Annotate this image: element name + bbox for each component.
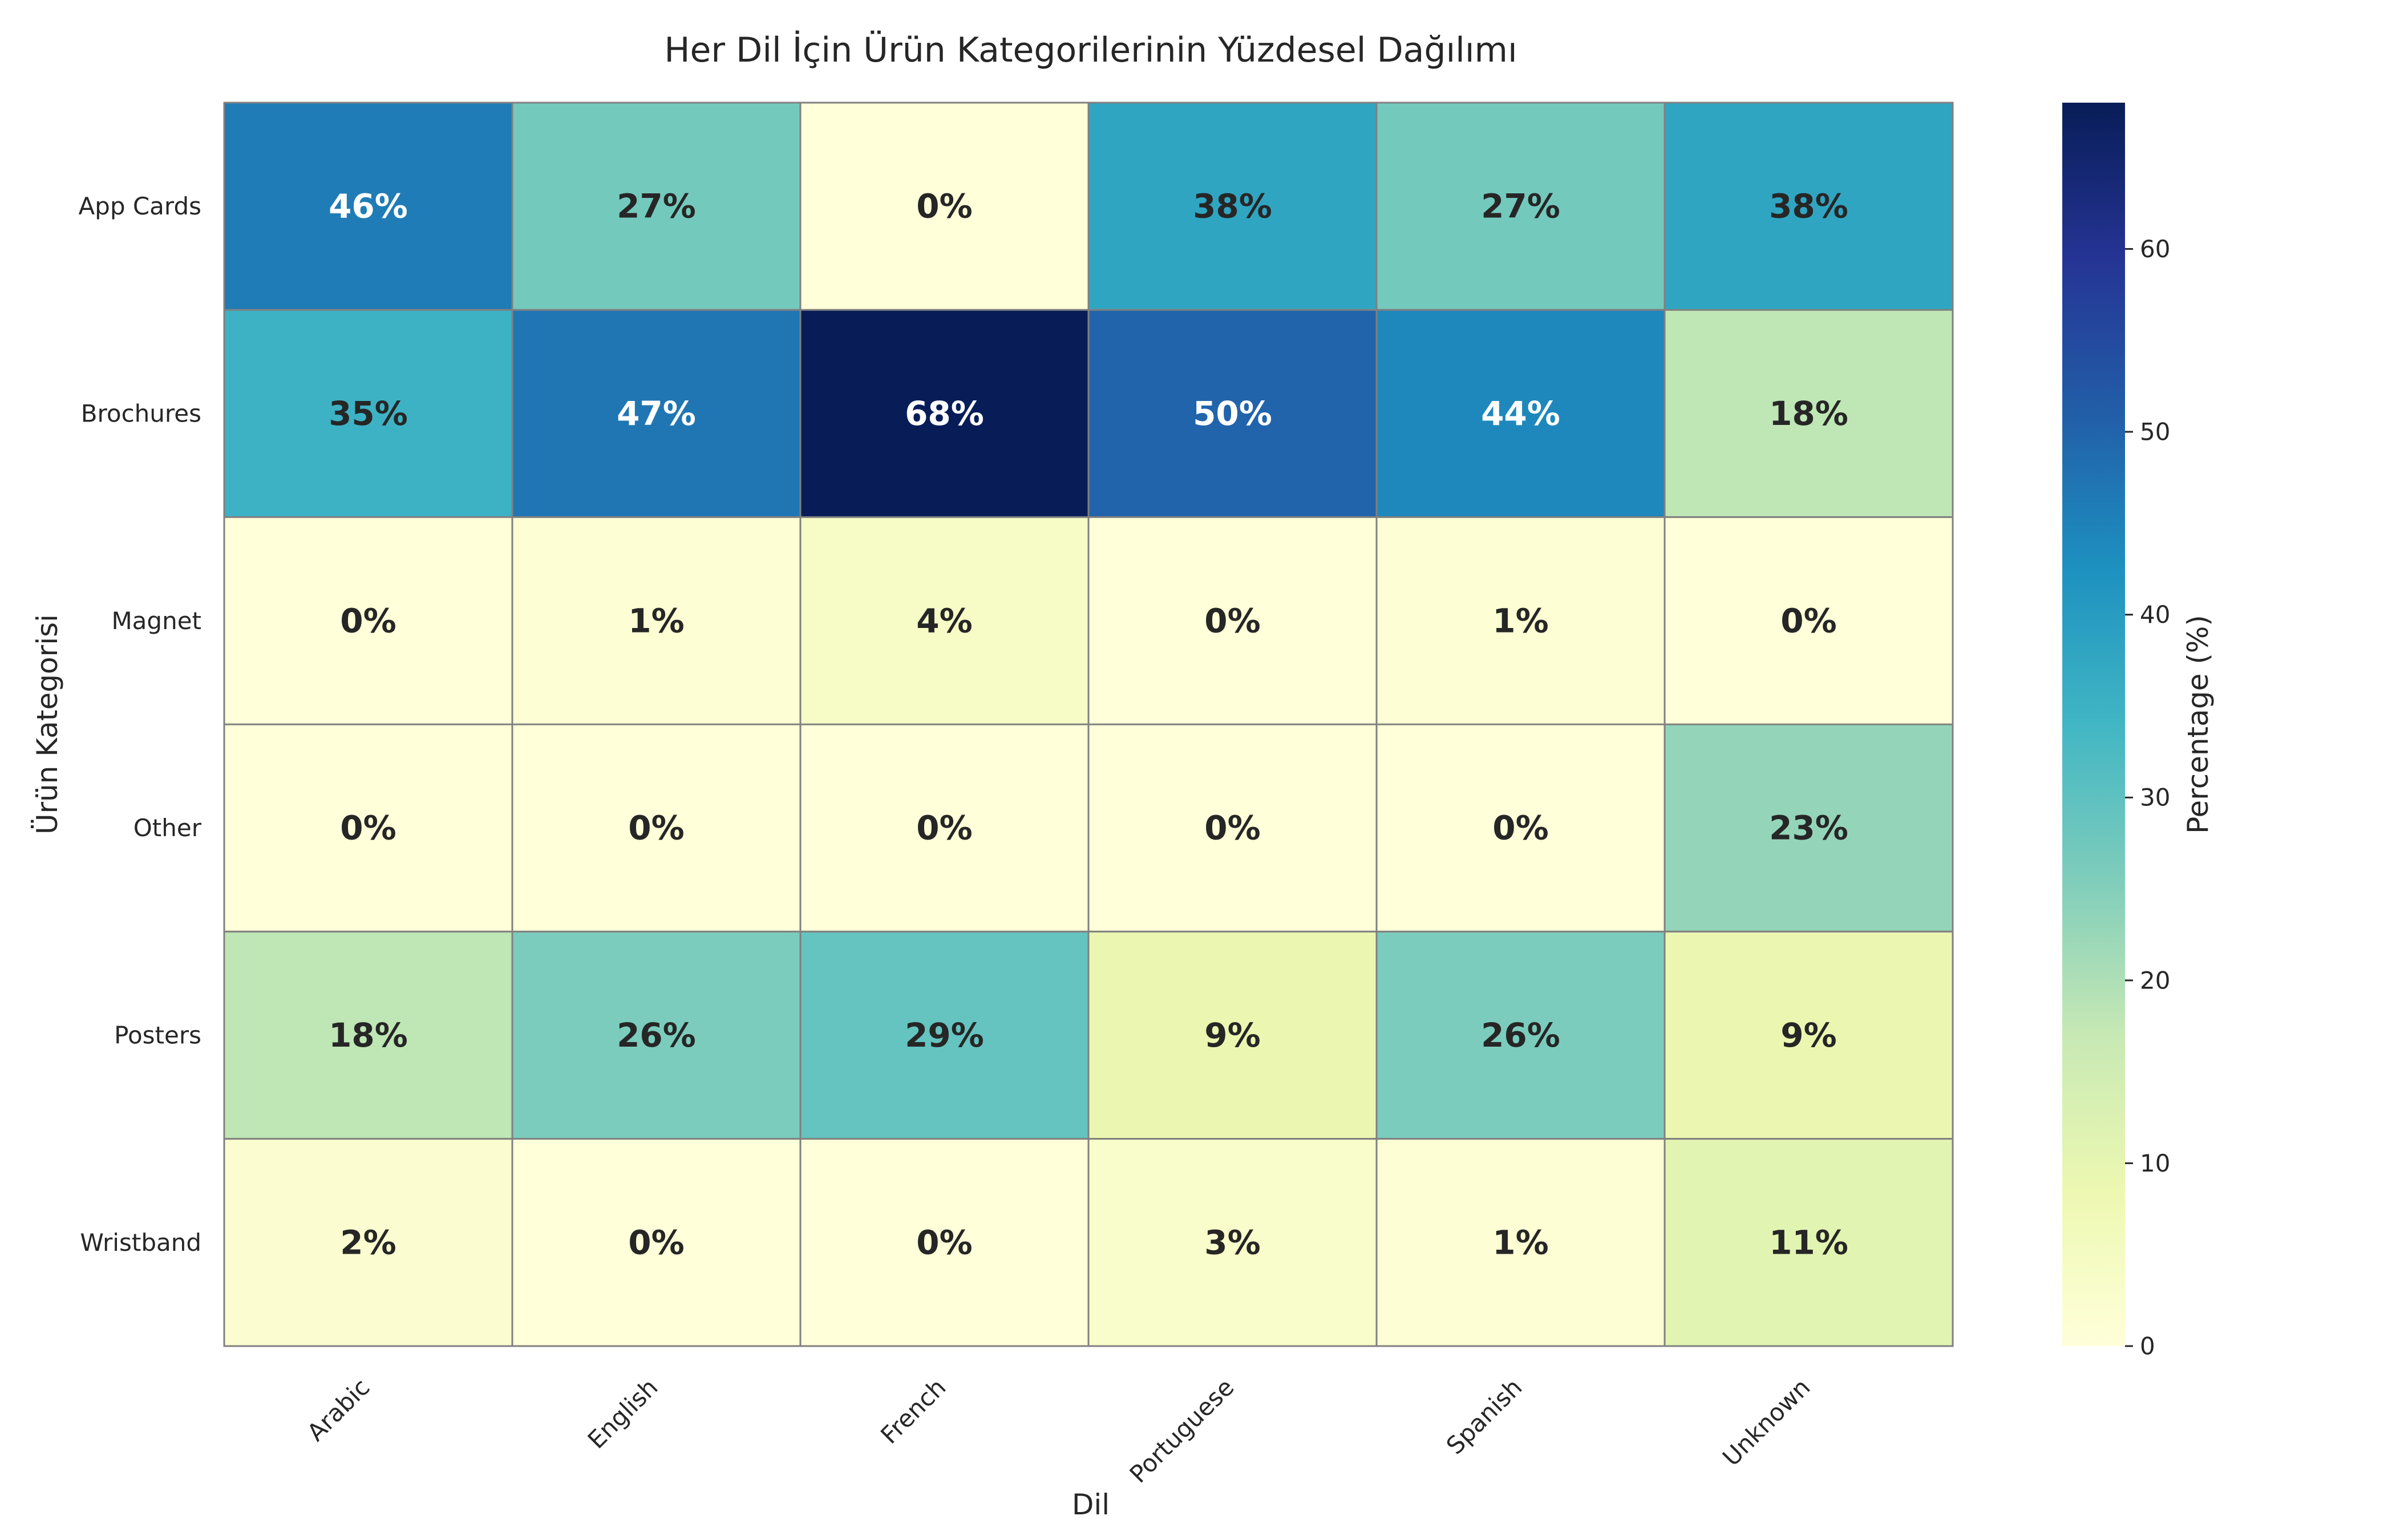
cell-value-posters-spanish: 26% [1481, 1016, 1560, 1055]
cell-value-wristband-portuguese: 3% [1204, 1223, 1260, 1262]
cell-brochures-unknown [1664, 309, 1954, 518]
cell-wristband-spanish [1375, 1138, 1666, 1347]
cell-value-other-english: 0% [628, 809, 684, 848]
cell-other-french [799, 723, 1090, 933]
x-tick-portuguese: Portuguese [1124, 1373, 1240, 1488]
y-tick-magnet: Magnet [111, 607, 201, 635]
cell-brochures-english [511, 309, 802, 518]
cell-app-cards-spanish [1375, 102, 1666, 311]
x-axis-tick-labels: Arabic English French Portuguese Spanish Unkn… [302, 1373, 1816, 1488]
cell-value-app-cards-french: 0% [916, 187, 972, 226]
heatmap-cell-labels: 46% 27% 0% 38% 27% 38% 35% 47% 68% 50% 44% 18% 0% 1% 4… [329, 187, 1848, 1262]
x-tick-english: English [582, 1373, 663, 1454]
cell-value-app-cards-spanish: 27% [1481, 187, 1560, 226]
chart-title: Her Dil İçin Ürün Kategorilerinin Yüzdes… [664, 30, 1517, 70]
colorbar-ticks: 0 10 20 30 40 50 60 [2125, 235, 2170, 1360]
cell-other-spanish [1375, 723, 1666, 933]
cell-value-wristband-french: 0% [916, 1223, 972, 1262]
x-tick-unknown: Unknown [1717, 1373, 1816, 1472]
y-tick-app-cards: App Cards [78, 192, 201, 220]
cell-posters-portuguese [1087, 930, 1378, 1140]
cell-magnet-unknown [1664, 516, 1954, 726]
cell-wristband-unknown [1664, 1138, 1954, 1347]
cell-other-portuguese [1087, 723, 1378, 933]
y-tick-brochures: Brochures [81, 400, 201, 428]
cell-value-magnet-spanish: 1% [1492, 601, 1548, 640]
y-tick-posters: Posters [114, 1022, 201, 1049]
y-axis-label: Ürün Kategorisi [31, 614, 64, 834]
cell-other-english [511, 723, 802, 933]
cell-magnet-french [799, 516, 1090, 726]
cell-value-brochures-spanish: 44% [1481, 394, 1560, 433]
cell-app-cards-portuguese [1087, 102, 1378, 311]
y-axis-tick-labels: App Cards Brochures Magnet Other Posters Wris… [78, 192, 201, 1257]
x-tick-spanish: Spanish [1441, 1373, 1528, 1460]
cell-value-brochures-portuguese: 50% [1193, 394, 1272, 433]
cell-posters-french [799, 930, 1090, 1140]
cell-brochures-portuguese [1087, 309, 1378, 518]
cell-value-magnet-french: 4% [916, 601, 972, 640]
cell-value-other-portuguese: 0% [1204, 809, 1260, 848]
colorbar-tick-label: 10 [2140, 1149, 2170, 1177]
cell-value-magnet-arabic: 0% [340, 601, 396, 640]
cell-value-posters-unknown: 9% [1780, 1016, 1836, 1055]
colorbar-tick-label: 50 [2140, 418, 2170, 446]
cell-value-other-unknown: 23% [1769, 809, 1848, 848]
cell-value-wristband-english: 0% [628, 1223, 684, 1262]
cell-value-wristband-arabic: 2% [340, 1223, 396, 1262]
cell-value-posters-portuguese: 9% [1204, 1016, 1260, 1055]
cell-value-magnet-unknown: 0% [1780, 601, 1836, 640]
cell-value-magnet-portuguese: 0% [1204, 601, 1260, 640]
x-tick-arabic: Arabic [302, 1373, 375, 1446]
cell-app-cards-french [799, 102, 1090, 311]
cell-value-magnet-english: 1% [628, 601, 684, 640]
x-tick-french: French [875, 1373, 951, 1449]
cell-value-app-cards-arabic: 46% [329, 187, 408, 226]
cell-app-cards-arabic [223, 102, 513, 311]
colorbar-tick-label: 30 [2140, 784, 2170, 812]
cell-other-unknown [1664, 723, 1954, 933]
colorbar-tick-label: 0 [2140, 1332, 2155, 1360]
cell-app-cards-unknown [1664, 102, 1954, 311]
cell-wristband-arabic [223, 1138, 513, 1347]
cell-wristband-portuguese [1087, 1138, 1378, 1347]
cell-posters-unknown [1664, 930, 1954, 1140]
colorbar-tick-label: 20 [2140, 966, 2170, 994]
colorbar-tick-label: 40 [2140, 601, 2170, 629]
cell-value-wristband-unknown: 11% [1769, 1223, 1848, 1262]
y-tick-other: Other [133, 814, 202, 842]
heatmap-cells [223, 102, 1954, 1347]
cell-value-posters-french: 29% [905, 1016, 984, 1055]
cell-value-app-cards-portuguese: 38% [1193, 187, 1272, 226]
cell-value-posters-english: 26% [617, 1016, 696, 1055]
cell-value-posters-arabic: 18% [329, 1016, 408, 1055]
cell-posters-arabic [223, 930, 513, 1140]
cell-value-brochures-arabic: 35% [329, 394, 408, 433]
x-axis-label: Dil [1072, 1488, 1110, 1521]
cell-value-app-cards-unknown: 38% [1769, 187, 1848, 226]
colorbar [2062, 103, 2125, 1346]
cell-value-other-spanish: 0% [1492, 809, 1548, 848]
cell-value-app-cards-english: 27% [617, 187, 696, 226]
cell-app-cards-english [511, 102, 802, 311]
cell-value-other-french: 0% [916, 809, 972, 848]
cell-magnet-english [511, 516, 802, 726]
cell-value-brochures-unknown: 18% [1769, 394, 1848, 433]
cell-value-other-arabic: 0% [340, 809, 396, 848]
colorbar-tick-label: 60 [2140, 235, 2170, 263]
cell-magnet-arabic [223, 516, 513, 726]
cell-other-arabic [223, 723, 513, 933]
cell-value-brochures-english: 47% [617, 394, 696, 433]
colorbar-label: Percentage (%) [2182, 615, 2215, 834]
cell-posters-spanish [1375, 930, 1666, 1140]
cell-magnet-spanish [1375, 516, 1666, 726]
cell-value-wristband-spanish: 1% [1492, 1223, 1548, 1262]
cell-value-brochures-french: 68% [905, 394, 984, 433]
cell-magnet-portuguese [1087, 516, 1378, 726]
y-tick-wristband: Wristband [80, 1229, 201, 1257]
